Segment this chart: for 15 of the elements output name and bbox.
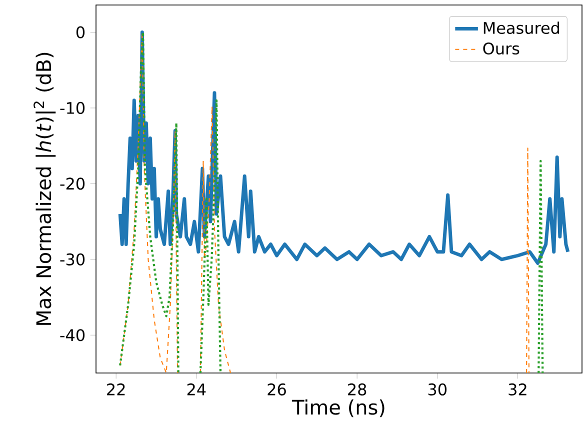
y-axis-title: Max Normalized |h(t)|$^{2}$ (dB) (34, 52, 56, 325)
x-tick-label: 28 (348, 383, 366, 396)
x-axis-title: Time (ns) (292, 399, 384, 418)
legend-label: Ours (483, 42, 520, 55)
y-tick-label: -30 (60, 253, 85, 266)
x-tick-label: 32 (508, 383, 526, 396)
y-tick-label: 0 (76, 26, 85, 38)
y-tick-label: -40 (60, 329, 85, 342)
x-tick-label: 30 (428, 383, 447, 396)
x-tick-label: 26 (268, 383, 286, 396)
x-tick-label: 22 (107, 383, 125, 396)
y-tick-label: -20 (60, 178, 85, 190)
y-tick-label: -10 (60, 102, 85, 114)
x-tick-label: 24 (187, 383, 206, 396)
legend-label: Measured (484, 22, 560, 34)
